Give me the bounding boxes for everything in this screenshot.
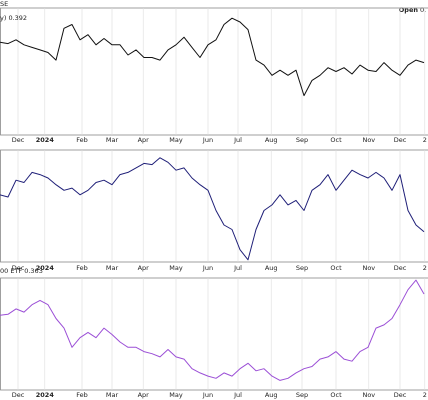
x-tick-label: Jun xyxy=(202,264,213,272)
x-tick-label: 2024 xyxy=(36,264,55,272)
x-tick-label: Nov xyxy=(362,391,375,399)
x-tick-label: May xyxy=(169,136,183,144)
x-tick-label: Oct xyxy=(330,264,342,272)
panel-frame xyxy=(0,149,428,263)
x-tick-label: Feb xyxy=(76,391,88,399)
header-right-value: 0. xyxy=(420,6,426,14)
x-tick-label: Aug xyxy=(265,391,278,399)
x-tick-label: Jun xyxy=(202,391,213,399)
x-tick-label: Feb xyxy=(76,136,88,144)
panel-label: 00 ETF 0.363 xyxy=(0,267,43,275)
x-tick-label: Feb xyxy=(76,264,88,272)
x-tick-label: Sep xyxy=(296,136,308,144)
x-tick-label: 2 xyxy=(423,264,427,272)
panel-frame xyxy=(0,277,428,391)
x-tick-label: Mar xyxy=(106,391,119,399)
x-tick-label: Aug xyxy=(265,136,278,144)
panel-label: y) 0.392 xyxy=(0,14,27,22)
x-tick-label: Apr xyxy=(138,391,150,399)
x-tick-label: Mar xyxy=(106,136,119,144)
x-tick-label: Jul xyxy=(233,136,242,144)
x-tick-label: Dec xyxy=(394,391,407,399)
x-tick-label: Oct xyxy=(330,136,342,144)
x-tick-label: Nov xyxy=(362,136,375,144)
x-tick-label: 2024 xyxy=(36,136,55,144)
x-tick-label: Dec xyxy=(12,264,25,272)
x-tick-label: 2024 xyxy=(36,391,55,399)
x-tick-label: Dec xyxy=(394,264,407,272)
header-left: SE xyxy=(0,0,8,8)
price-line xyxy=(0,157,425,261)
x-tick-label: May xyxy=(169,264,183,272)
x-tick-label: 2 xyxy=(423,391,427,399)
x-tick-label: Dec xyxy=(12,391,25,399)
x-tick-label: Aug xyxy=(265,264,278,272)
panel-frame xyxy=(0,7,428,136)
header-right: Open xyxy=(399,6,419,14)
x-tick-label: Dec xyxy=(394,136,407,144)
x-tick-label: Sep xyxy=(296,391,308,399)
x-tick-label: Jul xyxy=(233,264,242,272)
x-tick-label: Sep xyxy=(296,264,308,272)
x-tick-label: Jul xyxy=(233,391,242,399)
x-tick-label: Apr xyxy=(138,136,150,144)
x-tick-label: Oct xyxy=(330,391,342,399)
x-tick-label: Apr xyxy=(138,264,150,272)
price-line xyxy=(0,279,425,381)
x-tick-label: Jun xyxy=(202,136,213,144)
x-tick-label: Nov xyxy=(362,264,375,272)
x-tick-label: Dec xyxy=(12,136,25,144)
price-line xyxy=(0,17,425,97)
x-tick-label: 2 xyxy=(423,136,427,144)
x-tick-label: Mar xyxy=(106,264,119,272)
x-tick-label: May xyxy=(169,391,183,399)
